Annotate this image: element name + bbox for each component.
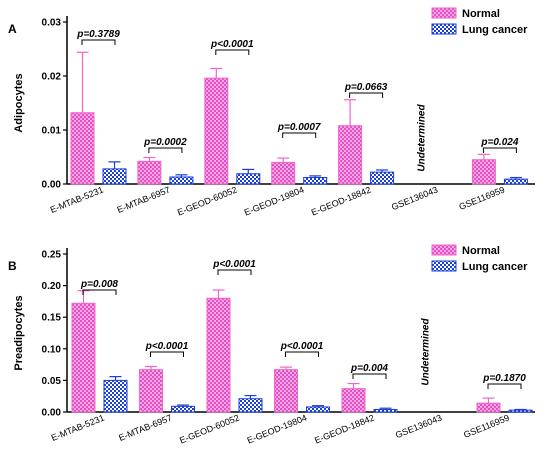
panel-label: B: [8, 259, 17, 273]
bar-normal: [206, 297, 231, 413]
x-tick-label: E-GEOD-19804: [246, 413, 309, 446]
legend-label-normal: Normal: [462, 245, 500, 257]
bar-normal: [137, 160, 162, 185]
bar-lung-cancer: [306, 406, 330, 413]
bar-normal: [139, 369, 163, 413]
bar-normal: [471, 159, 496, 185]
significance-bracket: [82, 289, 117, 295]
bar-lung-cancer: [169, 176, 194, 185]
x-tick-label: GSE136043: [394, 413, 443, 441]
bar-lung-cancer: [508, 409, 533, 413]
p-value-label: p<0.0001: [212, 259, 256, 270]
p-value-label: p=0.004: [350, 363, 388, 374]
bar-lung-cancer: [303, 177, 328, 185]
bar-lung-cancer: [373, 408, 398, 413]
bar-lung-cancer: [236, 173, 261, 185]
significance-bracket: [81, 39, 116, 45]
bar-normal: [341, 388, 366, 413]
panel-a-chart: A Adipocytes 0.00 0.01 0.02 0.03 p=0.3789 E-MTA…: [8, 7, 535, 218]
significance-bracket: [150, 351, 184, 357]
y-axis-label: Adipocytes: [13, 73, 25, 132]
x-tick-label: GSE116959: [458, 185, 507, 212]
x-tick-label: E-MTAB-6957: [116, 185, 172, 215]
y-tick-label: 0.03: [42, 18, 62, 29]
y-tick-label: 0.02: [42, 72, 62, 83]
x-tick-label: E-MTAB-6957: [117, 413, 173, 443]
undetermined-label: Undetermined: [417, 103, 428, 171]
panel-b-chart: B Preadipocytes 0.00 0.05 0.10 0.15 0.20 0.25 p=…: [8, 244, 535, 446]
bar-normal: [274, 369, 298, 413]
significance-bracket: [487, 383, 522, 389]
bar-lung-cancer: [103, 379, 128, 413]
y-tick-label: 0.05: [42, 376, 62, 387]
legend-swatch-normal: [431, 244, 457, 256]
y-tick-label: 0.01: [42, 126, 62, 137]
significance-bracket: [482, 147, 517, 153]
bar-normal: [71, 302, 96, 413]
undetermined-label: Undetermined: [421, 317, 432, 385]
bar-lung-cancer: [503, 178, 528, 185]
p-value-label: p=0.1870: [482, 373, 526, 384]
significance-bracket: [215, 49, 250, 55]
x-tick-label: E-GEOD-19804: [243, 185, 306, 218]
significance-bracket: [285, 351, 319, 357]
legend-swatch-lung-cancer: [431, 260, 457, 272]
legend: Normal Lung cancer: [431, 244, 528, 273]
legend-swatch-lung-cancer: [431, 23, 457, 35]
p-value-label: p=0.3789: [76, 29, 120, 40]
significance-bracket: [349, 92, 384, 98]
p-value-label: p<0.0001: [210, 39, 254, 50]
y-axis-label: Preadipocytes: [13, 295, 25, 370]
y-tick-label: 0.15: [42, 313, 62, 324]
x-tick-label: E-GEOD-60052: [178, 413, 241, 446]
legend: Normal Lung cancer: [431, 7, 528, 36]
y-tick-label: 0.25: [42, 250, 62, 261]
legend-label-normal: Normal: [462, 8, 500, 20]
bar-lung-cancer: [370, 171, 395, 185]
panel-label: A: [8, 22, 17, 36]
x-tick-label: E-GEOD-18842: [313, 413, 376, 446]
legend-swatch-normal: [431, 7, 457, 19]
p-value-label: p=0.024: [480, 137, 518, 148]
legend-label-lung-cancer: Lung cancer: [462, 24, 528, 36]
p-value-label: p<0.0001: [145, 341, 189, 352]
p-value-label: p<0.0001: [280, 341, 324, 352]
y-tick-label: 0.20: [42, 281, 62, 292]
y-tick-label: 0.00: [42, 180, 62, 191]
bar-normal: [338, 125, 363, 185]
bar-lung-cancer: [102, 168, 127, 185]
significance-bracket: [217, 269, 252, 275]
significance-bracket: [352, 373, 387, 379]
y-tick-label: 0.00: [42, 408, 62, 419]
x-tick-label: GSE136043: [390, 185, 439, 213]
significance-bracket: [148, 147, 183, 153]
bar-normal: [476, 402, 501, 413]
y-tick-label: 0.10: [42, 344, 62, 355]
p-value-label: p=0.008: [80, 279, 118, 290]
p-value-label: p=0.0002: [143, 137, 187, 148]
p-value-label: p=0.0663: [344, 82, 388, 93]
bar-normal: [70, 112, 95, 185]
legend-label-lung-cancer: Lung cancer: [462, 261, 528, 273]
bar-normal: [271, 161, 296, 185]
significance-bracket: [282, 132, 317, 138]
bar-lung-cancer: [171, 405, 195, 413]
x-tick-label: E-GEOD-60052: [176, 185, 239, 218]
p-value-label: p=0.0007: [277, 122, 321, 133]
bar-normal: [204, 77, 229, 185]
bar-lung-cancer: [238, 398, 263, 413]
x-tick-label: E-GEOD-18842: [310, 185, 373, 218]
x-tick-label: GSE116959: [462, 413, 511, 440]
